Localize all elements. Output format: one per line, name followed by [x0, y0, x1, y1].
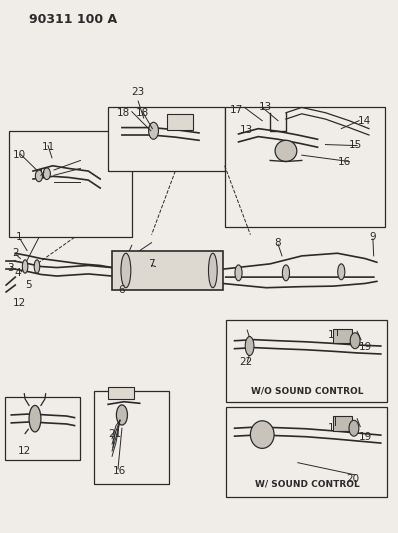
Ellipse shape [22, 260, 28, 273]
Ellipse shape [34, 260, 40, 273]
Ellipse shape [250, 421, 274, 448]
Text: 90311 100 A: 90311 100 A [29, 13, 117, 27]
Ellipse shape [35, 170, 43, 182]
Bar [5, 398, 80, 460]
Text: 13: 13 [259, 102, 272, 112]
Bar [226, 407, 387, 497]
Text: 7: 7 [148, 259, 155, 269]
Text: 8: 8 [275, 238, 281, 248]
Ellipse shape [245, 336, 254, 356]
Text: 18: 18 [117, 108, 131, 118]
Text: 3: 3 [7, 263, 14, 272]
Bar [168, 114, 193, 130]
Ellipse shape [43, 168, 51, 180]
Text: 23: 23 [131, 86, 144, 96]
Text: 21: 21 [109, 429, 122, 439]
Text: 16: 16 [113, 466, 126, 475]
Text: 18: 18 [328, 423, 341, 433]
Text: 19: 19 [358, 432, 372, 442]
Text: 2: 2 [12, 248, 19, 259]
Bar [112, 251, 223, 290]
Bar [225, 108, 385, 227]
Text: 18: 18 [136, 108, 150, 118]
Text: 12: 12 [37, 169, 51, 179]
Ellipse shape [235, 265, 242, 281]
Ellipse shape [275, 140, 297, 161]
Text: 18: 18 [328, 330, 341, 341]
Text: 17: 17 [230, 105, 243, 115]
Text: 4: 4 [15, 268, 21, 278]
Text: 10: 10 [13, 150, 26, 160]
Bar [108, 108, 225, 171]
Bar [333, 416, 351, 431]
Ellipse shape [121, 253, 131, 288]
Text: 20: 20 [347, 474, 360, 483]
Text: 1: 1 [16, 232, 22, 243]
Text: 12: 12 [13, 297, 26, 308]
Ellipse shape [148, 122, 158, 139]
Ellipse shape [29, 406, 41, 432]
Text: 22: 22 [239, 357, 252, 367]
Text: 9: 9 [370, 232, 376, 243]
Text: 13: 13 [240, 125, 253, 135]
Text: 5: 5 [25, 280, 31, 290]
Text: 11: 11 [41, 142, 55, 152]
Bar [94, 391, 170, 484]
Text: 12: 12 [18, 446, 31, 456]
Text: 15: 15 [349, 140, 362, 150]
Text: W/O SOUND CONTROL: W/O SOUND CONTROL [252, 386, 364, 395]
Text: 19: 19 [358, 342, 372, 352]
Ellipse shape [116, 405, 127, 425]
Bar [226, 319, 387, 402]
Text: 16: 16 [338, 157, 351, 166]
Ellipse shape [283, 265, 289, 281]
Ellipse shape [338, 264, 345, 280]
Bar [9, 131, 132, 237]
Bar [108, 387, 134, 399]
Bar [334, 328, 352, 343]
Ellipse shape [209, 253, 217, 288]
Text: 14: 14 [357, 116, 371, 126]
Ellipse shape [349, 420, 359, 436]
Text: W/ SOUND CONTROL: W/ SOUND CONTROL [255, 479, 360, 488]
Ellipse shape [350, 333, 360, 349]
Text: 6: 6 [119, 285, 125, 295]
